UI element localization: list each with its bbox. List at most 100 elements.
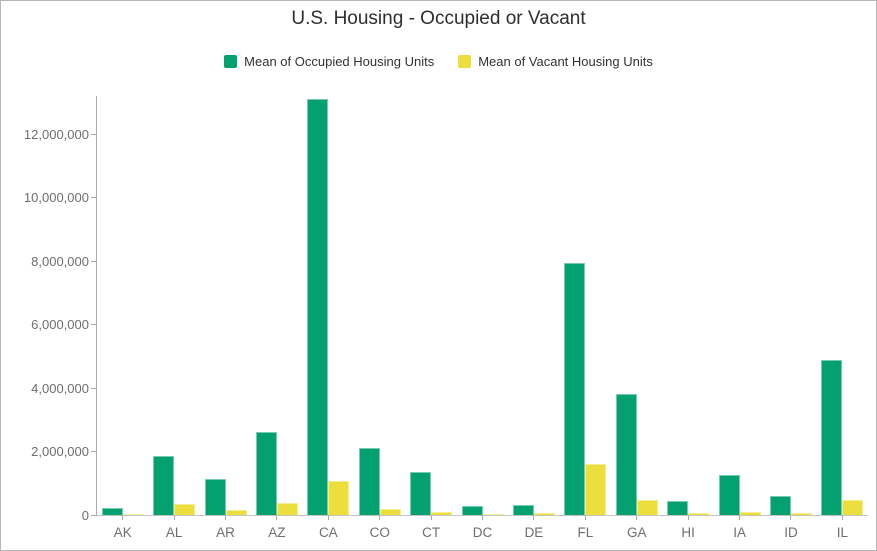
x-tick — [687, 515, 689, 520]
x-tick — [739, 515, 740, 520]
x-tick — [533, 515, 535, 520]
x-axis-label-il: IL — [836, 525, 849, 540]
y-tick — [91, 260, 97, 262]
x-axis-label-ct: CT — [422, 525, 441, 540]
y-tick — [91, 324, 97, 326]
bar-vacant-ct[interactable] — [431, 512, 453, 515]
bar-occupied-ak[interactable] — [101, 507, 123, 515]
x-axis-label-ak: AK — [113, 525, 132, 540]
x-axis-label-de: DE — [524, 525, 544, 540]
x-axis-label-ia: IA — [733, 525, 746, 540]
plot-area: 0 2,000,000 4,000,000 6,000,000 8,000,000 10,… — [24, 96, 868, 540]
bar-occupied-ia[interactable] — [718, 475, 740, 515]
y-tick-label: 6,000,000 — [31, 317, 89, 333]
bar-group-dc — [457, 96, 508, 515]
bar-vacant-fl[interactable] — [585, 464, 607, 515]
legend-item-vacant[interactable]: Mean of Vacant Housing Units — [458, 54, 653, 69]
x-tick — [276, 515, 278, 520]
bar-occupied-ga[interactable] — [615, 394, 637, 515]
bar-vacant-co[interactable] — [379, 509, 401, 515]
bar-group-il — [817, 96, 868, 515]
bar-vacant-al[interactable] — [174, 503, 196, 515]
occupied-series-swatch-icon — [224, 55, 238, 68]
y-tick-label: 10,000,000 — [23, 190, 89, 206]
legend-label-vacant: Mean of Vacant Housing Units — [478, 54, 653, 69]
bar-occupied-al[interactable] — [153, 455, 175, 515]
x-tick — [584, 515, 586, 520]
bar-group-id — [765, 96, 816, 515]
bar-occupied-ar[interactable] — [204, 479, 226, 515]
legend-label-occupied: Mean of Occupied Housing Units — [244, 54, 435, 69]
x-axis-label-ga: GA — [627, 525, 647, 540]
bar-vacant-ca[interactable] — [328, 480, 350, 515]
x-axis-label-id: ID — [784, 525, 798, 540]
bar-group-de — [508, 96, 559, 515]
legend-item-occupied[interactable]: Mean of Occupied Housing Units — [224, 54, 434, 69]
bar-group-ar — [200, 96, 251, 515]
bar-occupied-hi[interactable] — [667, 501, 689, 515]
bar-vacant-ar[interactable] — [225, 509, 247, 515]
bar-vacant-ia[interactable] — [739, 511, 761, 515]
bar-group-al — [148, 96, 199, 515]
bar-group-ia — [714, 96, 765, 515]
x-tick — [482, 515, 483, 520]
bar-group-ga — [611, 96, 662, 515]
bar-occupied-ca[interactable] — [307, 99, 329, 515]
x-tick — [225, 515, 226, 520]
bar-group-ct — [405, 96, 456, 515]
bar-occupied-az[interactable] — [255, 432, 277, 515]
y-tick — [91, 451, 97, 452]
bar-vacant-ak[interactable] — [122, 513, 144, 515]
bar-vacant-il[interactable] — [842, 500, 864, 515]
y-tick — [91, 197, 97, 199]
x-axis-label-ar: AR — [216, 525, 235, 540]
bar-group-az — [251, 96, 302, 515]
x-axis-label-az: AZ — [268, 525, 286, 540]
bar-group-ca — [303, 96, 354, 515]
bar-vacant-dc[interactable] — [482, 514, 504, 515]
bar-occupied-dc[interactable] — [461, 506, 483, 515]
x-axis-label-fl: FL — [577, 525, 594, 540]
bar-vacant-ga[interactable] — [636, 500, 658, 515]
y-tick-label: 2,000,000 — [31, 444, 89, 459]
x-tick — [327, 515, 329, 520]
y-tick-label: 8,000,000 — [31, 253, 89, 269]
x-axis-label-dc: DC — [472, 525, 493, 540]
x-axis-labels: AK AL AR AZ CA CO CT DC DE FL GA HI IA ID IL — [97, 525, 868, 540]
x-tick — [636, 515, 638, 520]
y-tick — [91, 514, 97, 516]
x-axis-label-hi: HI — [681, 525, 695, 540]
bar-vacant-id[interactable] — [790, 512, 812, 515]
bar-occupied-id[interactable] — [769, 495, 791, 515]
y-tick-label: 0 — [81, 507, 89, 523]
bar-group-fl — [560, 96, 611, 515]
bar-vacant-hi[interactable] — [688, 512, 710, 515]
bar-group-hi — [662, 96, 713, 515]
y-tick — [91, 133, 97, 135]
bar-occupied-il[interactable] — [821, 360, 843, 515]
bar-occupied-co[interactable] — [358, 448, 380, 515]
x-axis-label-al: AL — [165, 525, 183, 540]
chart-title: U.S. Housing - Occupied or Vacant — [291, 8, 586, 29]
x-axis-label-co: CO — [369, 525, 390, 540]
bar-occupied-de[interactable] — [512, 504, 534, 515]
x-tick — [122, 515, 124, 520]
x-tick — [790, 515, 792, 520]
legend: Mean of Occupied Housing Units Mean of V… — [1, 54, 876, 69]
x-tick — [173, 515, 175, 520]
bar-occupied-ct[interactable] — [410, 472, 432, 515]
bar-group-ak — [97, 96, 148, 515]
x-tick — [379, 515, 381, 520]
bar-group-co — [354, 96, 405, 515]
x-tick — [430, 515, 432, 520]
vacant-series-swatch-icon — [458, 55, 472, 68]
y-tick — [91, 387, 97, 389]
y-tick-label: 12,000,000 — [23, 126, 89, 142]
x-tick — [841, 515, 843, 520]
bar-occupied-fl[interactable] — [564, 262, 586, 515]
bars-container — [97, 96, 868, 515]
bar-vacant-az[interactable] — [276, 502, 298, 515]
bar-vacant-de[interactable] — [533, 513, 555, 515]
y-tick-label: 4,000,000 — [31, 380, 89, 396]
